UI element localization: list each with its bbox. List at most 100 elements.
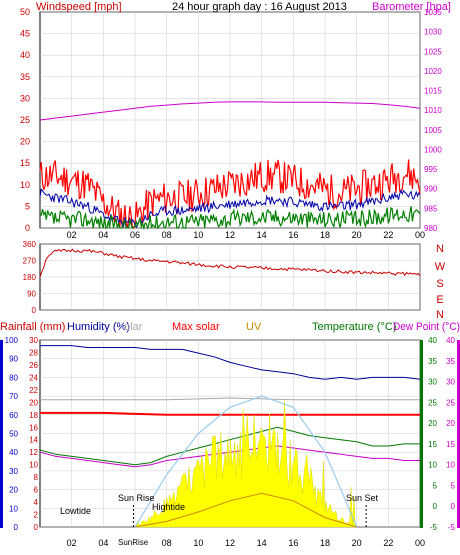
chart-title: 24 hour graph day : 16 August 2013 — [172, 1, 347, 13]
inner-y-tick: 18 — [29, 411, 38, 420]
dir-y-tick: 270 — [23, 257, 37, 266]
bottom-x-tick: 16 — [288, 538, 298, 548]
top-x-tick: 04 — [98, 230, 108, 240]
outer-y-tick: 70 — [9, 392, 18, 401]
dir-series — [39, 248, 421, 278]
top-x-tick: 12 — [225, 230, 235, 240]
inner-y-tick: 22 — [29, 386, 38, 395]
top-x-tick: 02 — [67, 230, 77, 240]
temp-y-tick: 40 — [428, 336, 437, 345]
wind-y-tick: 20 — [20, 137, 30, 147]
baro-y-tick: 1015 — [424, 87, 442, 96]
inner-y-tick: 2 — [34, 511, 39, 520]
outer-y-tick: 0 — [14, 523, 19, 532]
outer-y-tick: 20 — [9, 486, 18, 495]
legend-humidity: Humidity (%) — [67, 321, 130, 333]
baro-y-tick: 980 — [424, 224, 438, 233]
dew-y-tick: 25 — [446, 398, 455, 407]
dir-y-tick: 360 — [23, 240, 37, 249]
dir-grid — [40, 243, 421, 311]
barometer-axis-label: Barometer [hpa] — [372, 1, 451, 13]
wind-y-tick: 50 — [20, 7, 30, 17]
baro-y-tick: 1020 — [424, 67, 442, 76]
sunrise-axis-label: SunRise — [118, 538, 149, 547]
right-axis-bar — [457, 340, 460, 528]
top-grid — [40, 11, 421, 229]
dew-y-tick: 30 — [446, 378, 455, 387]
bottom-x-ticks: 02 04 08 10 12 14 16 18 20 22 00 — [67, 538, 425, 548]
compass-tick: N — [436, 309, 444, 321]
top-x-tick: 16 — [288, 230, 298, 240]
compass-tick: E — [436, 294, 443, 306]
dew-y-tick: 20 — [446, 419, 455, 428]
baro-y-tick: 1010 — [424, 106, 442, 115]
wind-avg-line — [39, 188, 421, 229]
bottom-x-tick: 22 — [383, 538, 393, 548]
outer-y-tick: 60 — [9, 411, 18, 420]
uv-line — [134, 492, 357, 528]
bottom-series — [39, 345, 421, 528]
dew-y-tick: 0 — [451, 502, 456, 511]
legend-solar: olar — [124, 321, 143, 333]
outer-y-tick: 30 — [9, 467, 18, 476]
dew-y-tick: 5 — [451, 481, 456, 490]
inner-y-tick: 14 — [29, 436, 38, 445]
inner-y-tick: 0 — [34, 523, 39, 532]
inner-y-tick: 10 — [29, 461, 38, 470]
temp-y-tick: 35 — [428, 357, 437, 366]
top-x-tick: 00 — [415, 230, 425, 240]
outer-y-tick: 100 — [5, 336, 19, 345]
outer-y-tick: 40 — [9, 448, 18, 457]
inner-y-tick: 30 — [29, 336, 38, 345]
wind-y-tick: 35 — [20, 72, 30, 82]
temp-y-tick: 25 — [428, 398, 437, 407]
top-x-tick: 06 — [130, 230, 140, 240]
temp-y-tick: 15 — [428, 440, 437, 449]
top-x-tick: 10 — [193, 230, 203, 240]
lowtide-label: Lowtide — [60, 506, 91, 516]
wind-y-tick: 5 — [25, 201, 30, 211]
top-x-tick: 14 — [257, 230, 267, 240]
dew-y-tick: 15 — [446, 440, 455, 449]
top-x-tick: 08 — [162, 230, 172, 240]
legend-rainfall: Rainfall (mm) — [0, 321, 65, 333]
bottom-y-outer-ticks: 0 10 20 30 40 50 60 70 80 90 100 — [5, 336, 19, 532]
solar-line — [40, 397, 420, 401]
max-solar-line — [40, 411, 420, 416]
bottom-x-tick: 02 — [67, 538, 77, 548]
humidity-line — [40, 345, 421, 380]
inner-y-tick: 16 — [29, 423, 38, 432]
inner-y-tick: 20 — [29, 398, 38, 407]
baro-y-tick: 995 — [424, 165, 438, 174]
barometer-line — [39, 101, 421, 121]
top-x-tick: 22 — [383, 230, 393, 240]
dir-y-tick: 0 — [32, 306, 37, 315]
baro-y-tick: 985 — [424, 204, 438, 213]
temp-y-tick: 0 — [433, 502, 438, 511]
outer-y-tick: 80 — [9, 373, 18, 382]
sunrise-label: Sun Rise — [118, 493, 155, 503]
temp-y-tick: 30 — [428, 378, 437, 387]
dew-y-tick: 40 — [446, 336, 455, 345]
legend-dew-point: Dew Point (°C) — [393, 321, 460, 333]
outer-y-tick: 50 — [9, 430, 18, 439]
legend-temperature: Temperature (°C) — [312, 321, 396, 333]
baro-y-tick: 1030 — [424, 28, 442, 37]
wind-gust-line — [39, 159, 421, 229]
bottom-y-right-inner-ticks: -5 0 5 10 15 20 25 30 35 40 — [428, 336, 437, 532]
top-y-ticks: 0 5 10 15 20 25 30 35 40 45 50 — [20, 7, 30, 233]
temp-y-tick: 20 — [428, 419, 437, 428]
baro-y-tick: 990 — [424, 185, 438, 194]
wind-y-tick: 25 — [20, 115, 30, 125]
inner-y-tick: 26 — [29, 361, 38, 370]
temp-y-tick: 5 — [433, 481, 438, 490]
wind-direction-line — [39, 248, 421, 278]
top-x-ticks: 02 04 06 08 10 12 14 16 18 20 22 00 — [67, 230, 425, 240]
dew-y-tick: 35 — [446, 357, 455, 366]
max-solar-curve — [134, 395, 358, 528]
wind-y-tick: 15 — [20, 158, 30, 168]
baro-y-tick: 1025 — [424, 47, 442, 56]
